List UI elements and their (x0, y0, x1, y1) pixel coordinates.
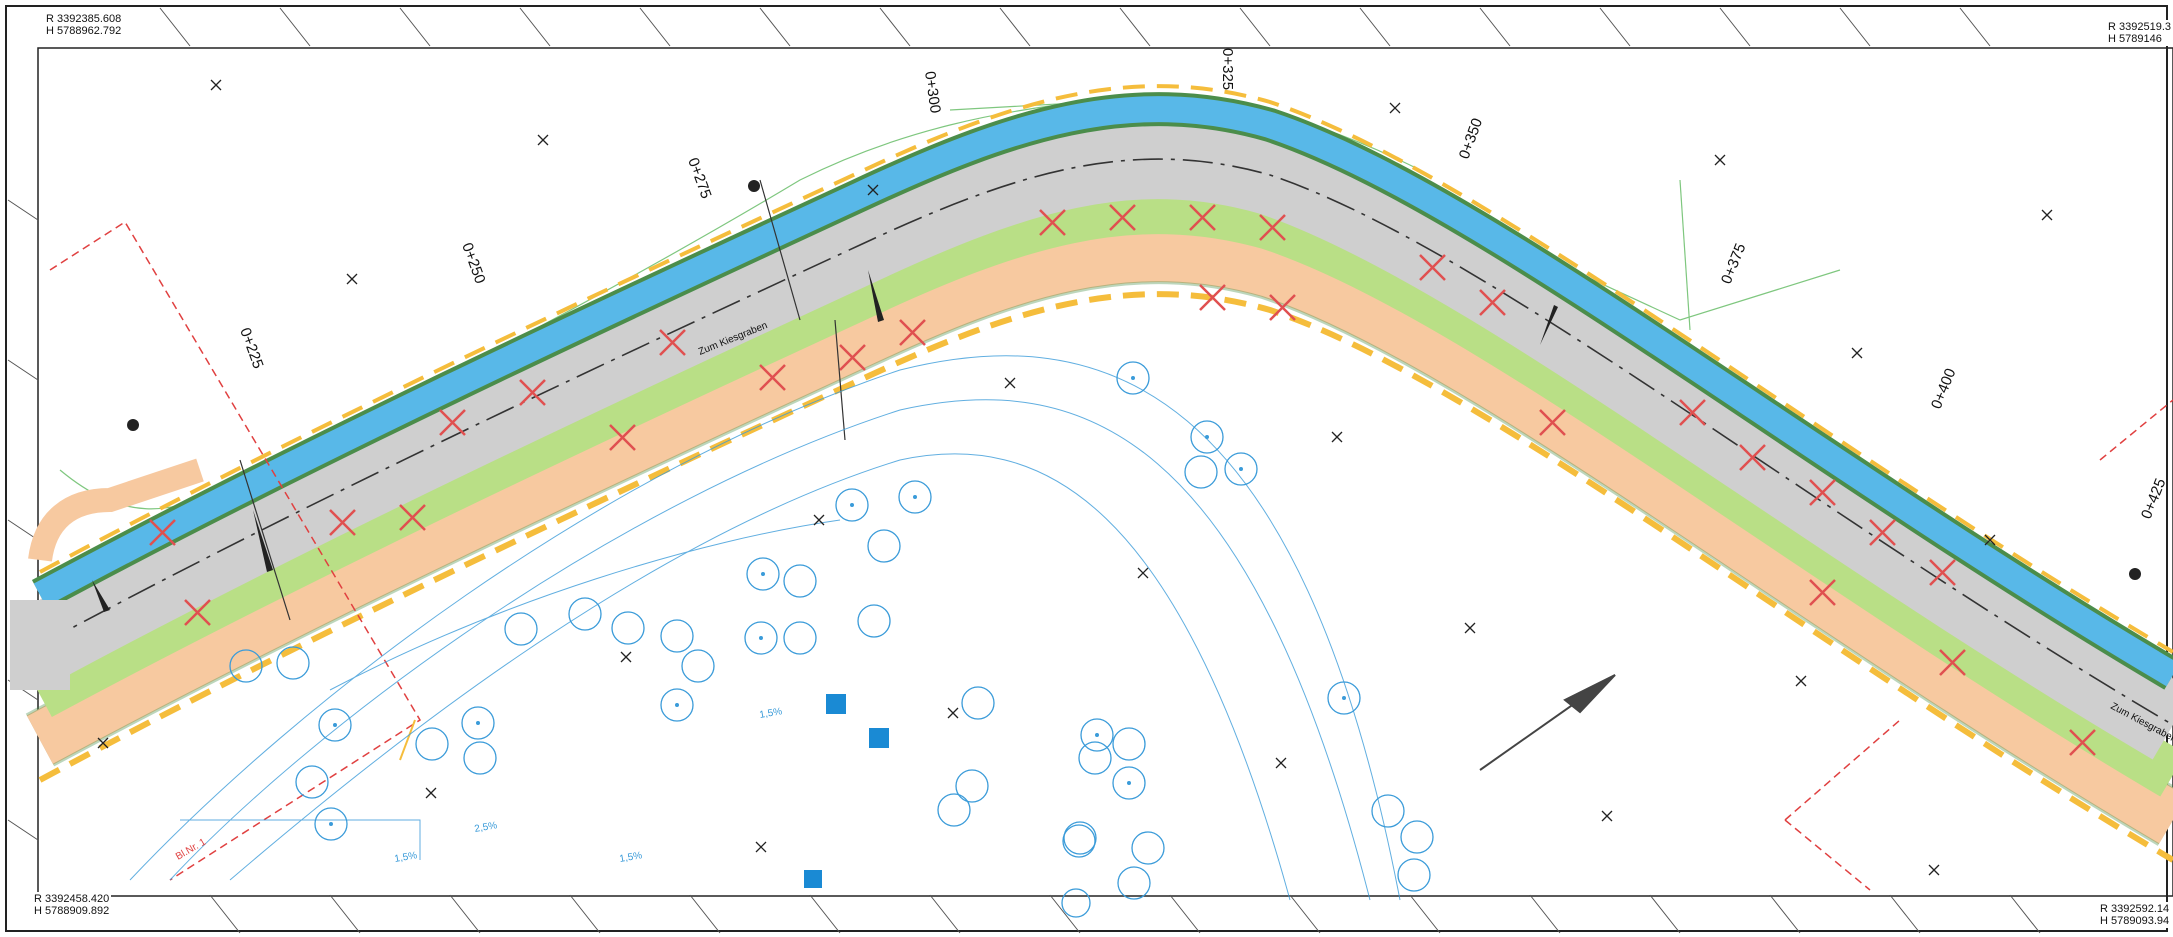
north-arrow-icon (1479, 674, 1616, 771)
station-label-0225: 0+225 (236, 326, 266, 371)
slope-label-2: 2,5% (474, 820, 498, 835)
station-label-0275: 0+275 (684, 156, 714, 201)
corner-coordinate-bottom-right: R 3392592.14 H 5789093.94 (2098, 902, 2172, 928)
contour-lines (129, 355, 1401, 901)
coord-r: R 3392458.420 (34, 893, 110, 905)
survey-points (97, 79, 2053, 876)
coord-h: H 5789093.94 (2100, 915, 2170, 927)
station-label-0400: 0+400 (1928, 366, 1960, 411)
coord-r: R 3392592.14 (2100, 903, 2170, 915)
station-label-0425: 0+425 (2138, 476, 2170, 521)
road-end-left (28, 458, 204, 562)
station-label-0375: 0+375 (1718, 241, 1750, 286)
coord-r: R 3392385.608 (46, 13, 122, 25)
station-label-0325: 0+325 (1219, 48, 1236, 90)
cross-sections (239, 179, 846, 621)
station-label-0250: 0+250 (458, 241, 488, 286)
slope-label-4: 1,5% (759, 706, 783, 721)
removal-crosses (149, 204, 2096, 756)
inner-frame (37, 47, 2173, 897)
corner-coordinate-top-left: R 3392385.608 H 5788962.792 (44, 12, 124, 38)
border-ticks (7, 7, 2041, 934)
coord-h: H 5788909.892 (34, 905, 110, 917)
coord-h: H 5788962.792 (46, 25, 122, 37)
slope-label-1: 1,5% (394, 850, 418, 865)
drain-markers (804, 694, 889, 888)
slope-label-3: 1,5% (619, 850, 643, 865)
outer-frame (5, 5, 2168, 932)
station-label-0300: 0+300 (921, 70, 944, 114)
section-markers (92, 180, 2141, 612)
station-label-0350: 0+350 (1456, 116, 1486, 161)
trees (229, 361, 1434, 918)
coord-h: H 5789146 (2108, 33, 2162, 45)
boundary-lines (49, 220, 2173, 891)
corner-coordinate-bottom-left: R 3392458.420 H 5788909.892 (32, 892, 112, 918)
corner-coordinate-top-right: R 3392519.3 H 5789146 (2106, 20, 2173, 46)
coord-r: R 3392519.3 (2108, 21, 2171, 33)
tree-centres (329, 376, 1346, 826)
